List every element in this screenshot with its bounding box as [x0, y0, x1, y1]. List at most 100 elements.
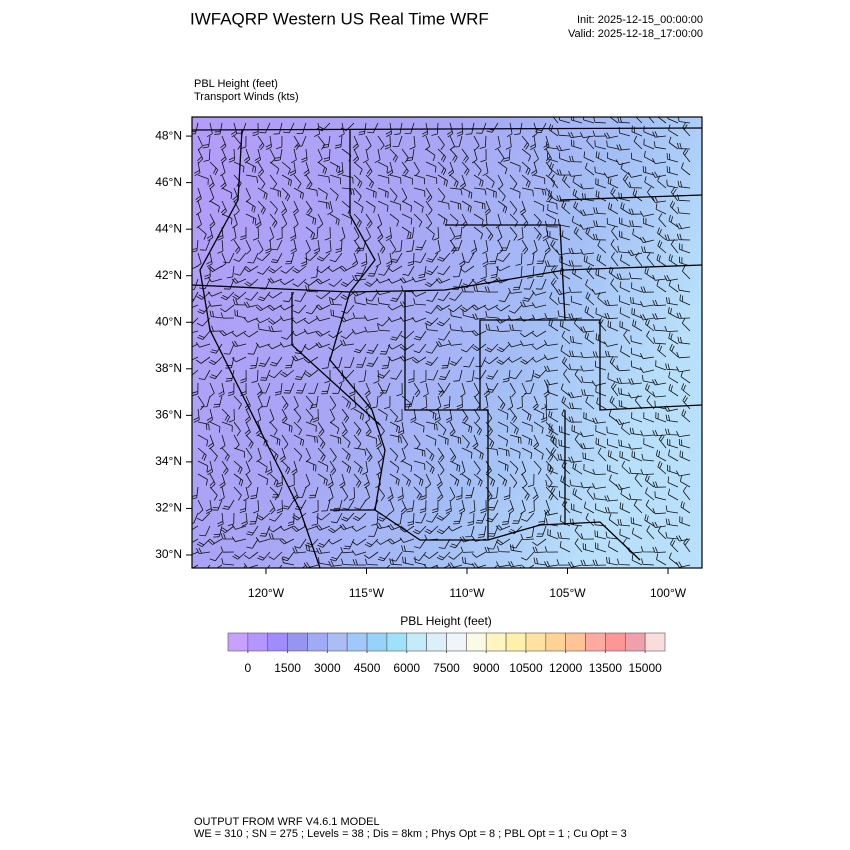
wind-barb [354, 296, 367, 306]
wind-barb [197, 499, 204, 515]
wind-barb [389, 473, 400, 486]
wind-barb [375, 252, 382, 268]
wind-barb [437, 291, 451, 302]
wind-barb [267, 564, 271, 568]
wind-barb [472, 313, 487, 320]
wind-barb [283, 382, 295, 394]
wind-barb [443, 395, 451, 409]
wind-barb [367, 265, 379, 277]
wind-barb [328, 291, 343, 301]
wind-barb [294, 291, 307, 302]
wind-barb [618, 439, 631, 449]
wind-barb [364, 326, 379, 333]
wind-barb [611, 226, 619, 241]
wind-barb [292, 200, 299, 216]
wind-barb [571, 503, 583, 514]
wind-barb [303, 343, 319, 351]
wind-barb [259, 382, 271, 394]
wind-barb [550, 447, 559, 462]
wind-barb [406, 226, 415, 240]
wind-barb [652, 391, 667, 398]
wind-barb [607, 177, 619, 189]
wind-barb [410, 408, 417, 424]
wind-barb [541, 408, 548, 423]
wind-barb [516, 395, 523, 410]
wind-barb [276, 499, 283, 514]
wind-barb [197, 473, 208, 486]
wind-barb [353, 226, 360, 242]
wind-barb [536, 525, 547, 537]
wind-barb [509, 473, 518, 488]
wind-barb [607, 372, 619, 384]
wind-barb [389, 460, 400, 474]
x-tick-label: 105°W [549, 586, 586, 600]
wind-barb [547, 528, 559, 540]
wind-barb [363, 473, 370, 489]
wind-barb [680, 370, 691, 384]
wind-barb [366, 356, 379, 367]
colorbar-label: 6000 [393, 661, 420, 675]
wind-barb [340, 339, 355, 346]
wind-barb [449, 213, 459, 227]
wind-barb [195, 356, 211, 364]
wind-barb [477, 525, 487, 538]
wind-barb [327, 200, 333, 216]
wind-barb [437, 421, 447, 436]
wind-barb [666, 179, 679, 189]
wind-barb [509, 434, 522, 444]
wind-barb [495, 524, 511, 531]
wind-barb [219, 473, 226, 489]
wind-barb [548, 189, 559, 202]
wind-barb [533, 174, 546, 185]
wind-barb [353, 460, 363, 474]
wind-barb [532, 486, 539, 502]
wind-barb [303, 161, 310, 177]
wind-barb [205, 499, 212, 514]
wind-barb [568, 170, 583, 177]
wind-barb [559, 152, 571, 163]
wind-barb [197, 395, 205, 411]
wind-barb [560, 383, 571, 397]
wind-barb [280, 369, 295, 378]
wind-barb [531, 302, 547, 308]
wind-barb [293, 538, 307, 549]
wind-barb [528, 499, 535, 514]
wind-barb [536, 252, 547, 264]
wind-barb [192, 291, 199, 303]
wind-barb [192, 278, 199, 290]
wind-barb [269, 499, 276, 515]
wind-barb [293, 408, 302, 423]
wind-barb [402, 556, 415, 566]
wind-barb [497, 473, 508, 487]
wind-barb [449, 473, 460, 487]
wind-barb [245, 161, 257, 174]
wind-barb [449, 148, 458, 163]
wind-barb [521, 148, 531, 162]
wind-barb [607, 320, 619, 332]
wind-barb [207, 538, 223, 545]
wind-barb [351, 328, 367, 335]
wind-barb [675, 535, 691, 542]
wind-barb [521, 473, 528, 489]
y-tick-label: 34°N [155, 454, 182, 468]
wind-barb [532, 546, 547, 553]
wind-barb [531, 343, 547, 350]
wind-barb [389, 187, 398, 202]
wind-barb [503, 148, 511, 162]
wind-barb [462, 309, 475, 319]
colorbar-box [406, 632, 427, 652]
wind-barb [521, 434, 533, 446]
wind-barb [657, 175, 667, 189]
wind-barb [377, 239, 386, 254]
wind-barb [203, 148, 211, 162]
wind-barb [450, 309, 463, 319]
wind-barb [561, 356, 571, 371]
wind-barb [408, 370, 415, 384]
wind-barb [611, 382, 619, 397]
wind-barb [197, 447, 207, 461]
wind-barb [568, 416, 583, 423]
wind-barb [366, 343, 379, 354]
wind-barb [290, 148, 297, 164]
wind-barb [219, 161, 226, 177]
wind-barb [596, 397, 607, 410]
